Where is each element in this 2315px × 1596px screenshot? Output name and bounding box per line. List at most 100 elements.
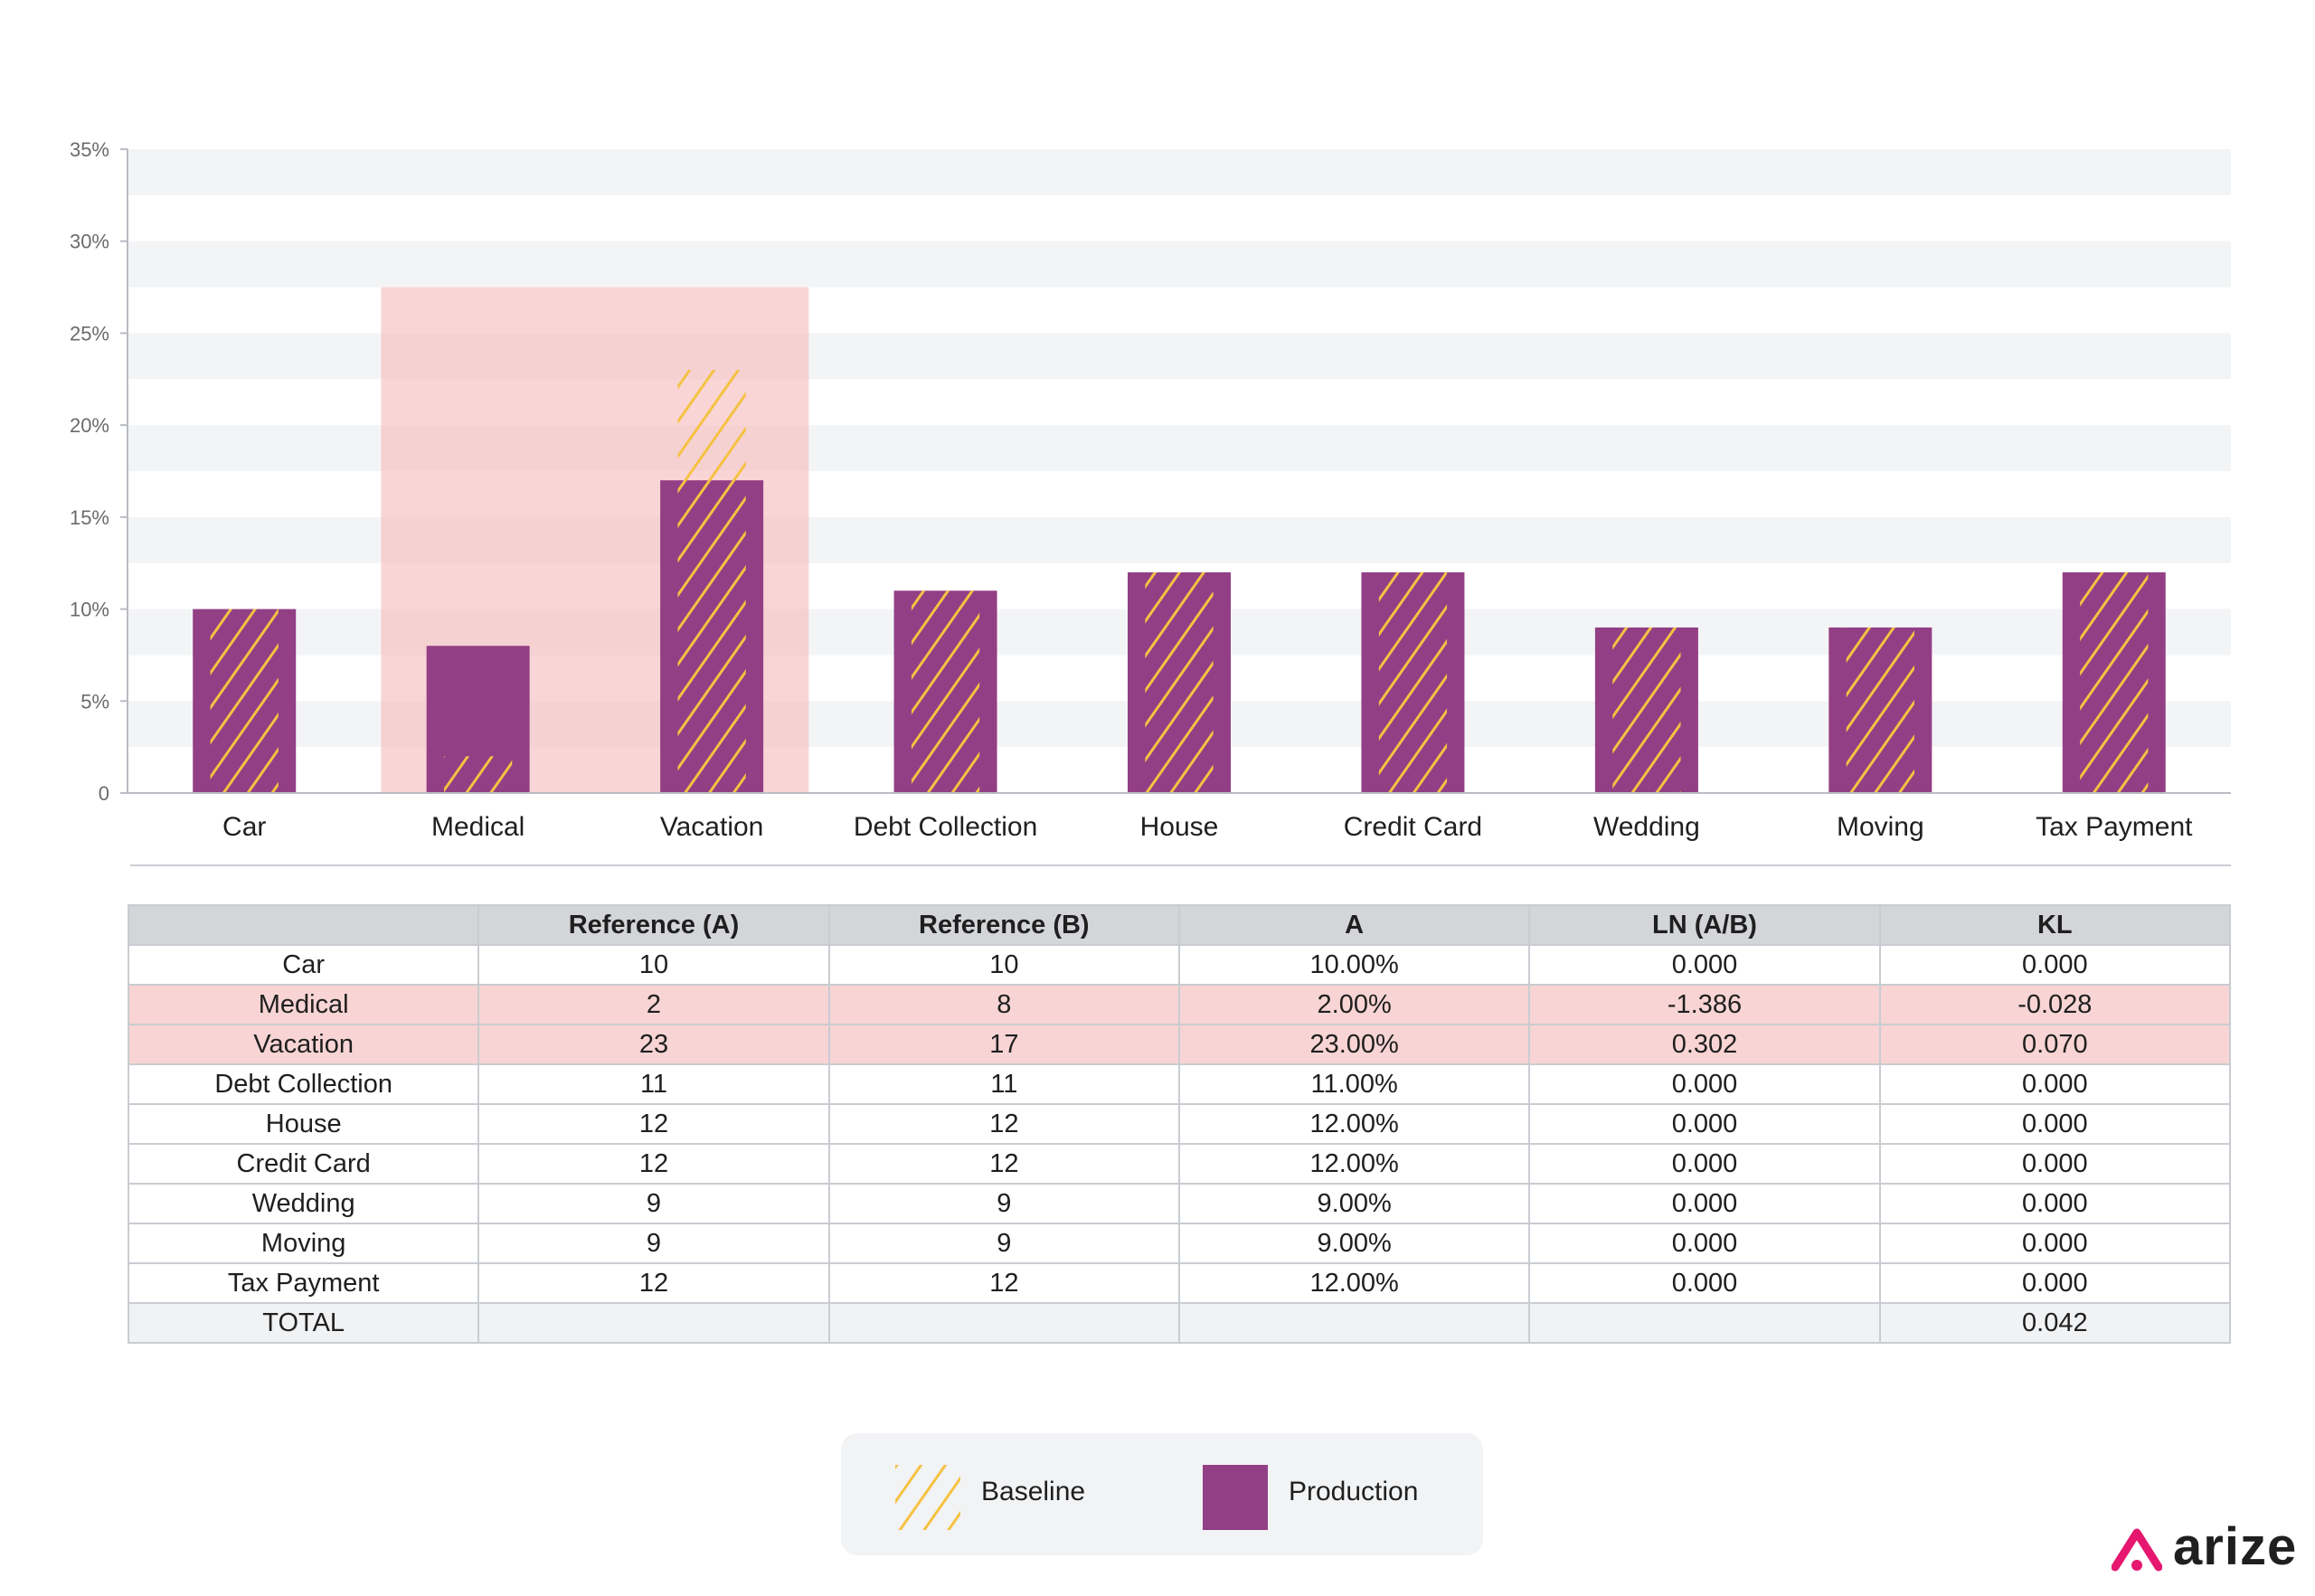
table-cell: 12 [477, 1103, 830, 1145]
category-label: Debt Collection [854, 812, 1037, 842]
table-cell: 9 [477, 1183, 830, 1224]
table-cell: 9.00% [1177, 1183, 1531, 1224]
baseline-bar-medical [444, 756, 513, 793]
table-row: Medical 2 8 2.00% -1.386 -0.028 [127, 984, 2232, 1025]
table-cell: 12 [827, 1103, 1180, 1145]
baseline-swatch [895, 1465, 960, 1530]
table-cell: 23 [477, 1024, 830, 1065]
y-tick-label: 20% [70, 414, 109, 437]
axes: 0 5% 10% 15% 20% 25% 30% 35% [70, 138, 2231, 866]
total-cell: 0.042 [1878, 1302, 2232, 1344]
legend-production-label: Production [1289, 1477, 1419, 1506]
category-labels: Car Medical Vacation Debt Collection House Cr… [222, 812, 2193, 842]
table-cell: 10 [477, 944, 830, 986]
table-cell: Vacation [127, 1024, 480, 1065]
table-cell: 0.302 [1528, 1024, 1881, 1065]
baseline-bar-house [1145, 571, 1214, 793]
column-header: Reference (A) [477, 904, 830, 946]
baseline-bar-car [210, 609, 279, 793]
table-cell: 12.00% [1177, 1143, 1531, 1185]
table-row: Car 10 10 10.00% 0.000 0.000 [127, 944, 2232, 986]
table-cell: 11.00% [1177, 1063, 1531, 1105]
table-cell: 17 [827, 1024, 1180, 1065]
baseline-bar-vacation [677, 370, 746, 793]
category-label: Medical [431, 812, 524, 842]
table-cell: Tax Payment [127, 1262, 480, 1304]
table-cell: 0.000 [1878, 1223, 2232, 1264]
table-cell: 8 [827, 984, 1180, 1025]
column-header: LN (A/B) [1528, 904, 1881, 946]
table-cell: 0.000 [1878, 1103, 2232, 1145]
column-header [127, 904, 480, 946]
table-cell: 0.000 [1528, 944, 1881, 986]
grid-band [128, 241, 2231, 288]
legend-baseline-label: Baseline [981, 1477, 1086, 1506]
category-label: Credit Card [1344, 812, 1482, 842]
y-tick-label: 30% [70, 231, 109, 253]
total-row: TOTAL 0.042 [127, 1302, 2232, 1344]
column-header: KL [1878, 904, 2232, 946]
table-cell: Credit Card [127, 1143, 480, 1185]
kl-divergence-table: Reference (A) Reference (B) A LN (A/B) KL Ca… [127, 904, 2232, 1344]
column-header: Reference (B) [827, 904, 1180, 946]
table-cell: 9 [827, 1183, 1180, 1224]
table-cell: Car [127, 944, 480, 986]
legend: Baseline Production [841, 1433, 1483, 1555]
production-swatch [1203, 1465, 1268, 1530]
table-cell: Moving [127, 1223, 480, 1264]
category-label: Moving [1837, 812, 1924, 842]
table-cell: 9 [827, 1223, 1180, 1264]
table-cell: Wedding [127, 1183, 480, 1224]
table-cell: Medical [127, 984, 480, 1025]
category-label: House [1140, 812, 1219, 842]
category-label: Car [222, 812, 266, 842]
table-cell: 23.00% [1177, 1024, 1531, 1065]
baseline-bar-credit-card [1378, 571, 1448, 793]
total-cell [1177, 1302, 1531, 1344]
baseline-bar-debt-collection [911, 590, 980, 793]
table-body: Car 10 10 10.00% 0.000 0.000 Medical 2 8 2.00% -1.… [127, 944, 2232, 1344]
table-cell: 0.000 [1878, 944, 2232, 986]
y-tick-label: 15% [70, 506, 109, 529]
table-cell: 0.000 [1878, 1063, 2232, 1105]
total-cell [827, 1302, 1180, 1344]
category-label: Wedding [1593, 812, 1700, 842]
table-cell: 0.000 [1878, 1143, 2232, 1185]
arize-caret-logo-icon [2112, 1528, 2162, 1572]
baseline-bar-tax-payment [2080, 571, 2149, 793]
table-row: Vacation 23 17 23.00% 0.302 0.070 [127, 1024, 2232, 1065]
table-cell: 12.00% [1177, 1262, 1531, 1304]
table-cell: 0.070 [1878, 1024, 2232, 1065]
table-cell: 0.000 [1528, 1183, 1881, 1224]
table-cell: 0.000 [1878, 1262, 2232, 1304]
table-header-row: Reference (A) Reference (B) A LN (A/B) KL [127, 904, 2232, 946]
table-row: Tax Payment 12 12 12.00% 0.000 0.000 [127, 1262, 2232, 1304]
y-tick-label: 35% [70, 138, 109, 161]
table-cell: 10 [827, 944, 1180, 986]
category-label: Tax Payment [2036, 812, 2193, 842]
table-cell: -0.028 [1878, 984, 2232, 1025]
table-row: Credit Card 12 12 12.00% 0.000 0.000 [127, 1143, 2232, 1185]
y-tick-label: 25% [70, 322, 109, 345]
table-cell: 0.000 [1528, 1143, 1881, 1185]
baseline-bar-wedding [1612, 627, 1681, 793]
table-row: Moving 9 9 9.00% 0.000 0.000 [127, 1223, 2232, 1264]
table-cell: 0.000 [1878, 1183, 2232, 1224]
total-cell [1528, 1302, 1881, 1344]
column-header: A [1177, 904, 1531, 946]
table-cell: 0.000 [1528, 1103, 1881, 1145]
brand-name: arize [2173, 1517, 2298, 1576]
table-cell: -1.386 [1528, 984, 1881, 1025]
table-row: House 12 12 12.00% 0.000 0.000 [127, 1103, 2232, 1145]
category-label: Vacation [660, 812, 764, 842]
table-cell: 0.000 [1528, 1063, 1881, 1105]
grid-band [128, 149, 2231, 195]
table-cell: 0.000 [1528, 1223, 1881, 1264]
table-cell: 12 [477, 1143, 830, 1185]
table-cell: 11 [477, 1063, 830, 1105]
table-cell: 12 [827, 1262, 1180, 1304]
table-cell: 10.00% [1177, 944, 1531, 986]
total-cell [477, 1302, 830, 1344]
baseline-bar-moving [1846, 627, 1914, 793]
table-row: Wedding 9 9 9.00% 0.000 0.000 [127, 1183, 2232, 1224]
